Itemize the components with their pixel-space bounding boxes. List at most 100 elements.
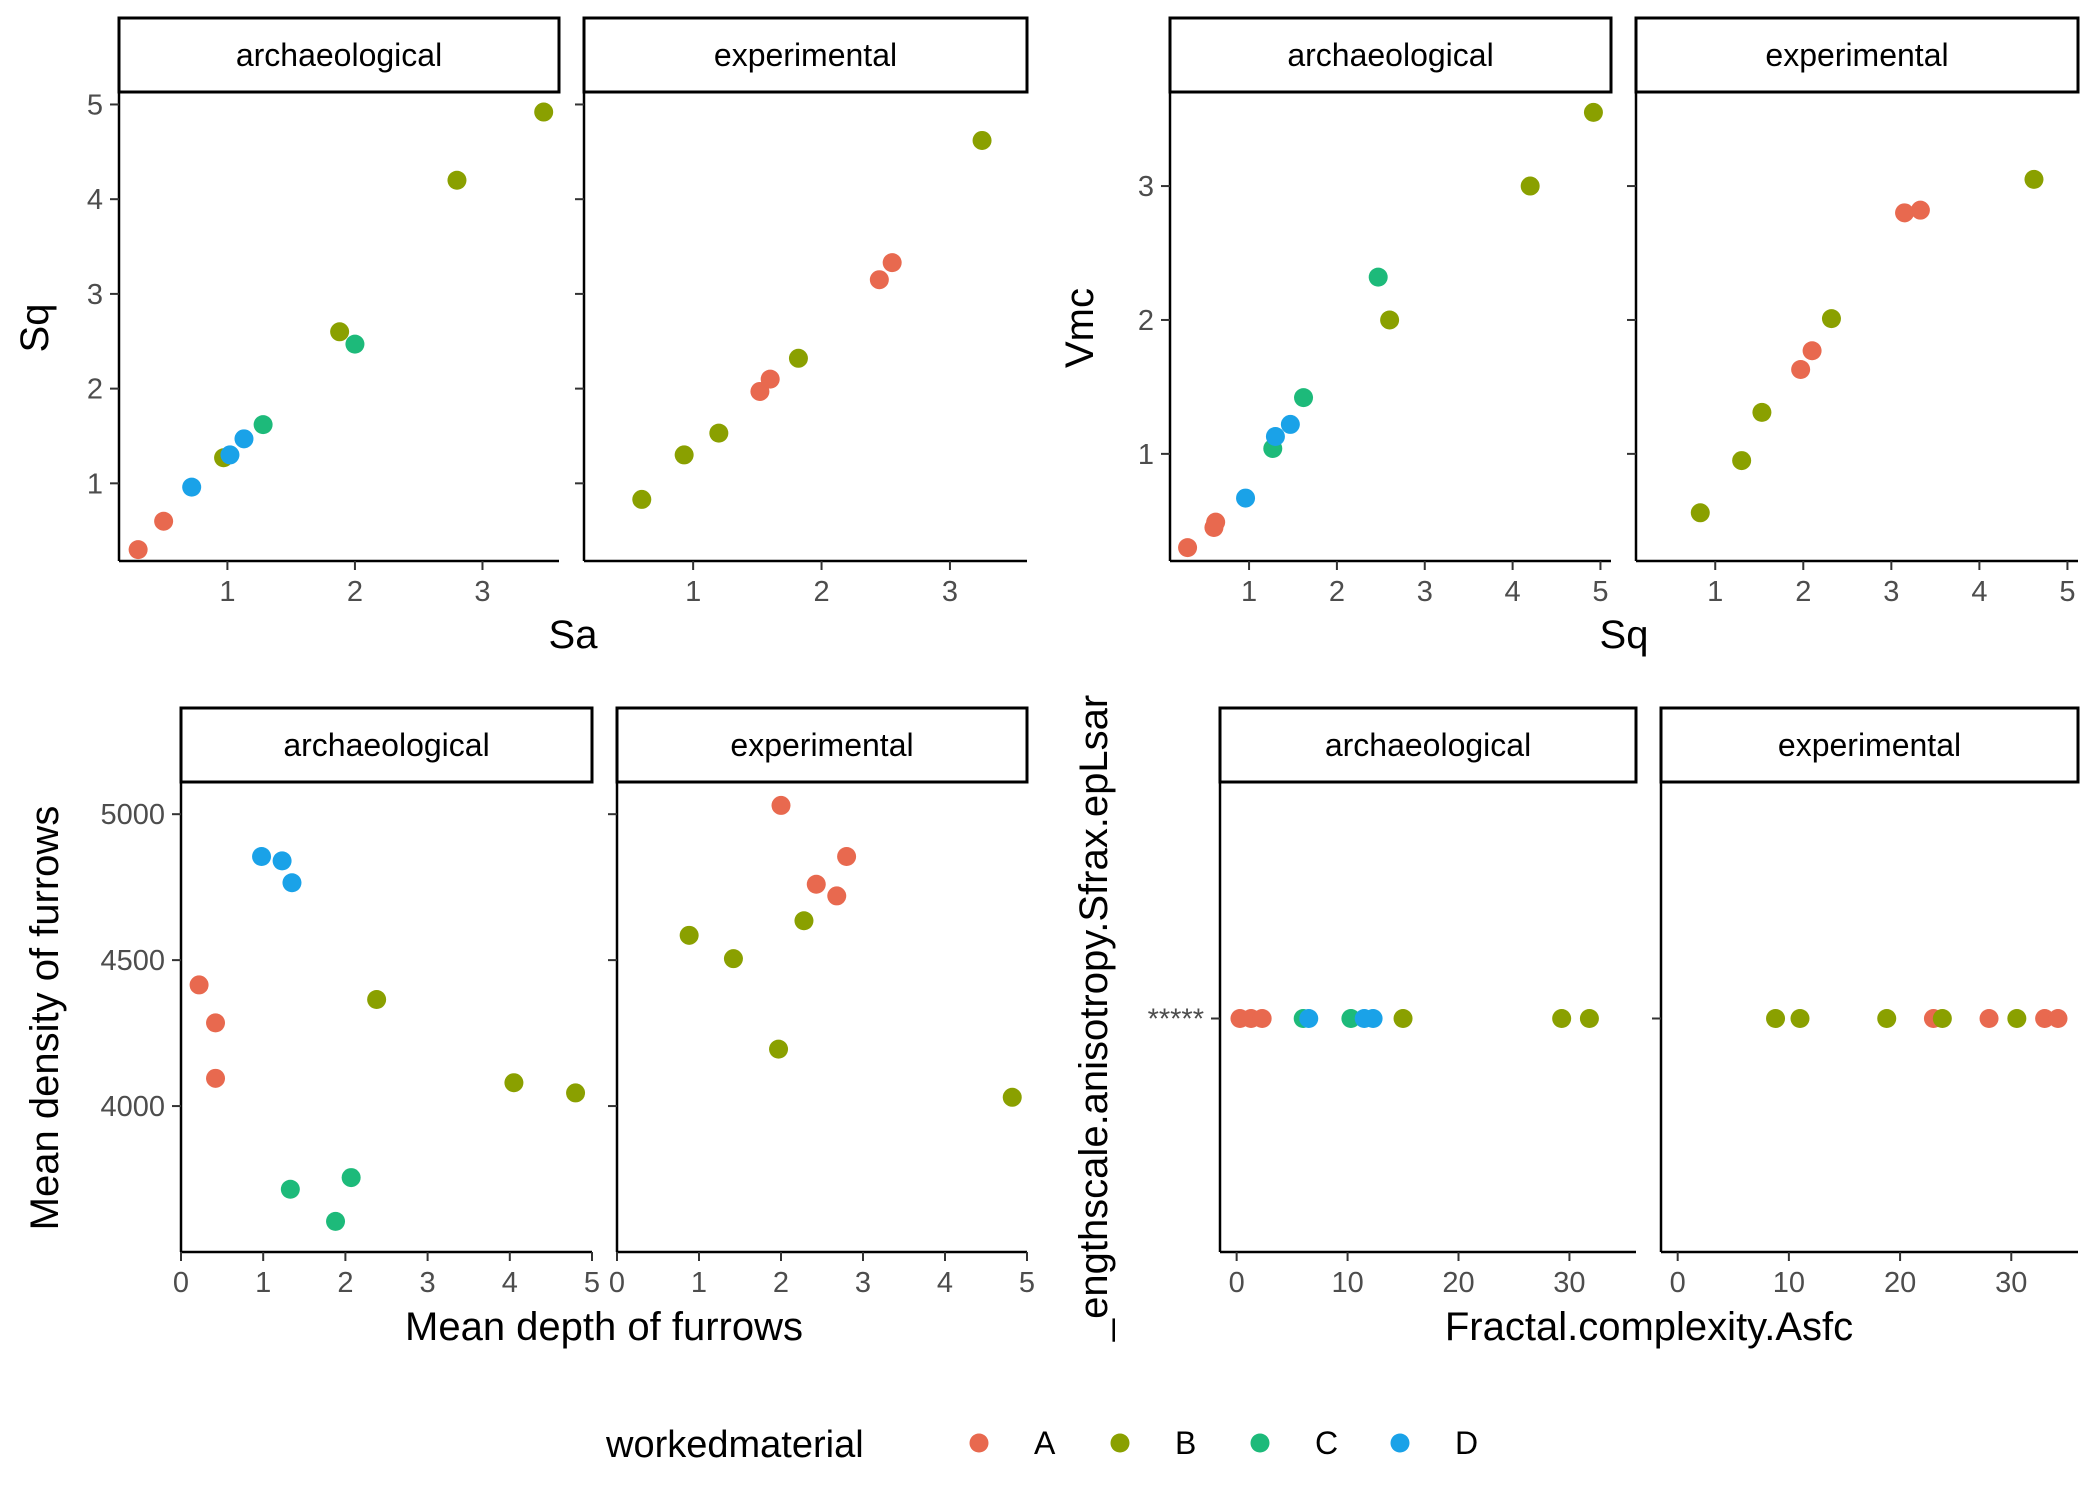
y-tick-label: 3: [1138, 171, 1154, 203]
point-A: [128, 540, 148, 560]
x-tick-label: 5: [2059, 576, 2075, 608]
strip-label: experimental: [1765, 37, 1948, 73]
point-B: [769, 1039, 789, 1059]
point-D: [1280, 414, 1300, 434]
legend-key-A: [969, 1433, 989, 1453]
chart-3: archaeological 0 1 2 3 4 5 4000 4500 5000 experime…: [23, 706, 1035, 1349]
point-A: [1802, 341, 1822, 361]
point-A: [2035, 1009, 2055, 1028]
point-C: [1368, 267, 1388, 287]
x-tick-label: 4: [937, 1267, 953, 1299]
point-B: [566, 1083, 586, 1103]
x-tick-label: 30: [1553, 1267, 1585, 1299]
x-tick-label: 4: [1505, 576, 1521, 608]
legend-label-C: C: [1315, 1425, 1338, 1461]
point-A: [154, 511, 174, 531]
point-B: [709, 423, 729, 443]
facet-panel-archaeological: archaeological 1 2 3 4 5 1 2 3: [1138, 16, 1613, 608]
legend-key-B: [1110, 1433, 1130, 1453]
point-C: [280, 1179, 300, 1199]
legend-title: workedmaterial: [605, 1424, 864, 1466]
facet-panel-archaeological: archaeological 1 2 3 1 2 3 4 5: [87, 16, 561, 608]
point-A: [1910, 200, 1930, 220]
x-tick-label: 4: [502, 1267, 518, 1299]
y-tick-label: 5000: [100, 799, 165, 831]
x-tick-label: 3: [1417, 576, 1433, 608]
point-A: [1252, 1009, 1272, 1028]
point-A: [837, 847, 857, 867]
point-B: [1932, 1009, 1952, 1028]
point-B: [1579, 1009, 1599, 1028]
x-tick-label: 0: [609, 1267, 625, 1299]
point-B: [2024, 169, 2044, 189]
point-B: [447, 170, 467, 190]
point-A: [869, 270, 889, 290]
x-tick-label: 1: [255, 1267, 271, 1299]
x-tick-label: 3: [942, 576, 958, 608]
strip-box: [1168, 16, 1613, 94]
point-B: [679, 925, 699, 945]
legend: workedmaterial A B C D: [605, 1424, 1478, 1466]
x-tick-label: 10: [1773, 1267, 1805, 1299]
point-A: [1178, 538, 1198, 558]
point-B: [972, 130, 992, 150]
strip-box: [1634, 16, 2080, 94]
point-A: [1206, 512, 1226, 532]
legend-item-C: C: [1250, 1425, 1338, 1461]
x-tick-label: 3: [855, 1267, 871, 1299]
x-tick-label: 1: [685, 576, 701, 608]
y-tick-label: 4: [87, 184, 103, 216]
point-B: [788, 348, 808, 368]
x-tick-label: 2: [1329, 576, 1345, 608]
x-tick-label: 10: [1331, 1267, 1363, 1299]
x-tick-label: 5: [584, 1267, 600, 1299]
point-B: [1583, 102, 1603, 122]
point-C: [326, 1211, 346, 1231]
x-tick-label: 5: [1019, 1267, 1035, 1299]
legend-item-D: D: [1390, 1425, 1478, 1461]
x-tick-label: 2: [773, 1267, 789, 1299]
point-B: [1690, 503, 1710, 523]
point-D: [252, 847, 272, 867]
point-B: [1002, 1087, 1022, 1107]
point-D: [220, 445, 240, 465]
point-B: [632, 489, 652, 509]
point-B: [723, 949, 743, 969]
strip-box: [1218, 706, 1638, 784]
x-tick-label: 2: [813, 576, 829, 608]
point-A: [771, 795, 791, 815]
point-D: [182, 477, 202, 497]
point-B: [1821, 309, 1841, 329]
x-tick-label: 0: [1229, 1267, 1245, 1299]
point-D: [1265, 426, 1285, 446]
facet-panel-archaeological: archaeological 0 10 20 30 *****: [1148, 706, 1638, 1299]
chart-1: archaeological 1 2 3 1 2 3 4 5 experimental 1 2 3 Sa S…: [13, 16, 1029, 657]
point-B: [1766, 1009, 1786, 1028]
x-tick-label: 30: [1995, 1267, 2027, 1299]
y-axis-title: Mean density of furrows: [23, 806, 67, 1231]
y-tick-label: 3: [87, 279, 103, 311]
x-tick-label: 4: [1971, 576, 1987, 608]
point-B: [504, 1073, 524, 1093]
point-B: [1380, 310, 1400, 330]
point-B: [1520, 176, 1540, 196]
x-axis-title: Sa: [549, 613, 599, 657]
strip-label: experimental: [714, 37, 897, 73]
strip-label: archaeological: [283, 727, 489, 763]
facet-panel-experimental: experimental 0 10 20 30: [1652, 706, 2080, 1299]
strip-box: [1659, 706, 2080, 784]
legend-label-A: A: [1034, 1425, 1056, 1461]
x-tick-label: 2: [347, 576, 363, 608]
point-C: [345, 334, 365, 354]
point-B: [1552, 1009, 1572, 1028]
point-A: [206, 1068, 226, 1088]
point-A: [189, 975, 209, 995]
point-C: [341, 1168, 361, 1188]
point-C: [1341, 1009, 1361, 1028]
x-tick-label: 1: [691, 1267, 707, 1299]
strip-label: archaeological: [1325, 727, 1531, 763]
x-tick-label: 3: [1883, 576, 1899, 608]
x-tick-label: 1: [219, 576, 235, 608]
strip-label: archaeological: [236, 37, 442, 73]
